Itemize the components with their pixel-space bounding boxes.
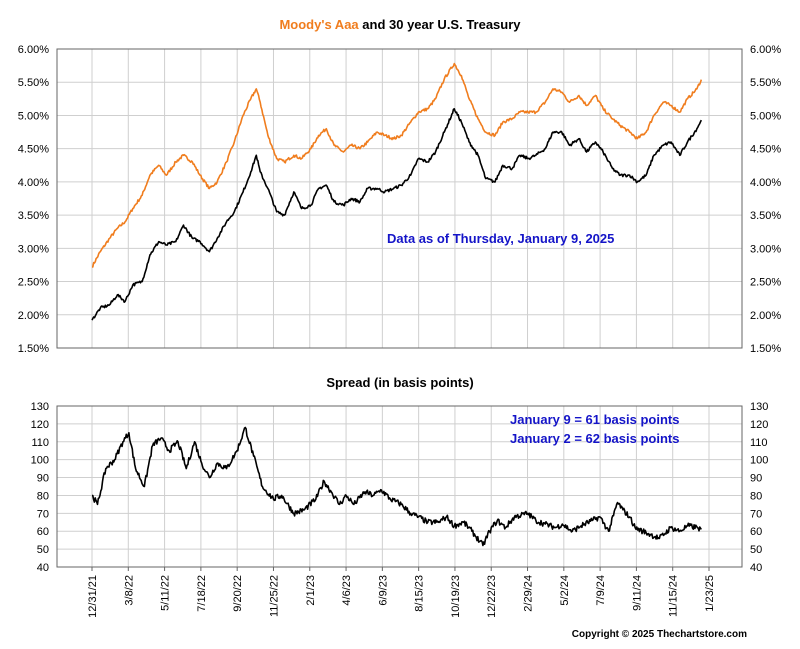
panel-spread: 40 40 50 50 60 60 70 70 80 80 90 90 100 100 110 110 120 1… <box>31 401 769 574</box>
x-tick-label: 11/15/24 <box>668 575 680 617</box>
y-tick-label-right: 90 <box>750 473 762 485</box>
y-tick-label-left: 60 <box>37 526 49 538</box>
y-tick-label-left: 130 <box>31 401 49 413</box>
data-date-annotation: Data as of Thursday, January 9, 2025 <box>387 231 614 246</box>
y-tick-label-left: 120 <box>31 419 49 431</box>
y-tick-label-left: 40 <box>37 562 49 574</box>
plot-frame <box>56 48 743 349</box>
y-tick-label-right: 6.00% <box>750 44 781 56</box>
y-tick-label-right: 4.50% <box>750 144 781 156</box>
y-tick-label-right: 1.50% <box>750 343 781 355</box>
x-tick-label: 6/9/23 <box>377 575 389 606</box>
y-tick-label-left: 2.50% <box>18 277 49 289</box>
x-tick-label: 2/29/24 <box>523 575 535 612</box>
y-tick-label-right: 70 <box>750 508 762 520</box>
y-tick-label-left: 50 <box>37 544 49 556</box>
y-tick-label-right: 4.00% <box>750 177 781 189</box>
x-tick-label: 5/11/22 <box>160 575 172 611</box>
y-tick-label-right: 50 <box>750 544 762 556</box>
y-tick-label-right: 3.00% <box>750 243 781 255</box>
x-tick-label: 3/8/22 <box>123 575 135 606</box>
y-tick-label-right: 5.50% <box>750 77 781 89</box>
y-tick-label-left: 3.50% <box>18 210 49 222</box>
spread-annotation: January 9 = 61 basis points <box>510 412 679 427</box>
y-tick-label-right: 120 <box>750 419 768 431</box>
y-tick-label-left: 6.00% <box>18 44 49 56</box>
x-tick-label: 12/22/23 <box>486 575 498 618</box>
y-tick-label-right: 2.50% <box>750 277 781 289</box>
y-tick-label-right: 130 <box>750 401 768 413</box>
y-tick-label-left: 100 <box>31 455 49 467</box>
y-tick-label-left: 3.00% <box>18 243 49 255</box>
y-tick-label-left: 80 <box>37 490 49 502</box>
y-tick-label-right: 2.00% <box>750 310 781 322</box>
series-line-30-year-u-s-treasury <box>91 108 703 321</box>
y-tick-label-right: 60 <box>750 526 762 538</box>
y-tick-label-right: 110 <box>750 437 768 449</box>
y-tick-label-left: 90 <box>37 473 49 485</box>
x-tick-label: 8/15/23 <box>414 575 426 612</box>
y-tick-label-left: 4.00% <box>18 177 49 189</box>
x-tick-label: 12/31/21 <box>87 575 99 618</box>
x-tick-label: 1/23/25 <box>704 575 716 612</box>
y-tick-label-left: 4.50% <box>18 144 49 156</box>
x-tick-label: 9/20/22 <box>232 575 244 612</box>
y-tick-label-right: 100 <box>750 455 768 467</box>
series-line-moody-s-aaa <box>92 62 703 268</box>
chart-title-part: Moody's Aaa <box>279 17 359 32</box>
y-tick-label-right: 5.00% <box>750 110 781 122</box>
y-tick-label-left: 1.50% <box>18 343 49 355</box>
y-tick-label-left: 5.50% <box>18 77 49 89</box>
y-tick-label-right: 40 <box>750 562 762 574</box>
y-tick-label-left: 2.00% <box>18 310 49 322</box>
spread-annotation: January 2 = 62 basis points <box>510 431 679 446</box>
series-line-spread <box>91 426 702 547</box>
x-tick-label: 2/1/23 <box>305 575 317 606</box>
x-tick-label: 5/2/24 <box>559 575 571 606</box>
chart-title: Moody's Aaa and 30 year U.S. Treasury <box>279 17 521 32</box>
x-tick-label: 11/25/22 <box>268 575 280 617</box>
x-tick-label: 4/6/23 <box>341 575 353 606</box>
y-tick-label-left: 5.00% <box>18 110 49 122</box>
x-tick-label: 7/9/24 <box>595 575 607 606</box>
spread-title: Spread (in basis points) <box>326 375 473 390</box>
y-tick-label-left: 110 <box>31 437 49 449</box>
y-tick-label-right: 80 <box>750 490 762 502</box>
x-tick-label: 10/19/23 <box>450 575 462 618</box>
panel-yields: 1.50% 1.50% 2.00% 2.00% 2.50% 2.50% 3.00% 3.00%… <box>18 44 782 355</box>
x-tick-label: 7/18/22 <box>196 575 208 612</box>
copyright-text: Copyright © 2025 Thechartstore.com <box>572 629 747 640</box>
x-tick-label: 9/11/24 <box>631 575 643 611</box>
y-tick-label-left: 70 <box>37 508 49 520</box>
plot-frame <box>56 405 743 568</box>
y-tick-label-right: 3.50% <box>750 210 781 222</box>
chart-title-part: and 30 year U.S. Treasury <box>359 17 522 32</box>
